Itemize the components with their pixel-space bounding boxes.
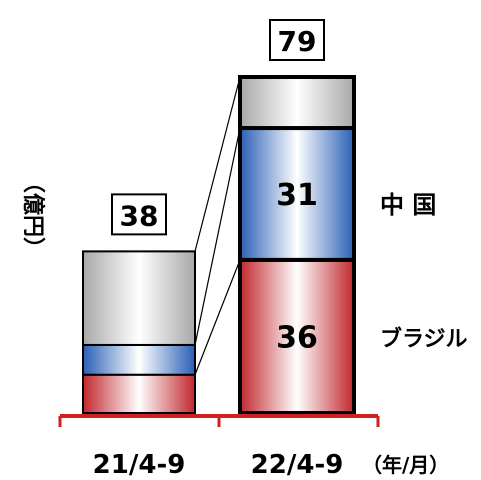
total-box-1: [111, 193, 167, 236]
bar-segment-brazil-2: [238, 257, 356, 415]
connector-line-2: [194, 127, 241, 346]
connector-line-3: [194, 259, 241, 375]
bar-segment-brazil-1: [82, 373, 196, 415]
bar-segment-china-1: [82, 343, 196, 376]
data-label-brazil-2: 36: [276, 320, 318, 355]
bar-segment-other-1: [82, 250, 196, 346]
data-label-china-2: 31: [276, 178, 318, 213]
legend-label-china: 中 国: [380, 191, 436, 219]
x-axis-unit-label: （年/月）: [362, 453, 449, 477]
bar-connector-lines: [194, 76, 241, 375]
y-axis-label: （億円）: [20, 171, 46, 259]
connector-line-1: [194, 76, 241, 252]
bar-segment-other-2: [238, 75, 356, 131]
x-tick-label-2: 22/4-9: [251, 450, 344, 480]
total-label-2: 79: [278, 25, 317, 58]
bars-layer: 38 36 31 79: [82, 19, 356, 415]
x-tick-label-1: 21/4-9: [93, 450, 186, 480]
x-axis: 21/4-9 22/4-9: [58, 414, 380, 480]
total-label-1: 38: [120, 199, 159, 232]
svg-text:（億円）: （億円）: [20, 171, 46, 259]
total-box-2: [269, 19, 325, 61]
legend-label-brazil: ブラジル: [380, 326, 468, 352]
